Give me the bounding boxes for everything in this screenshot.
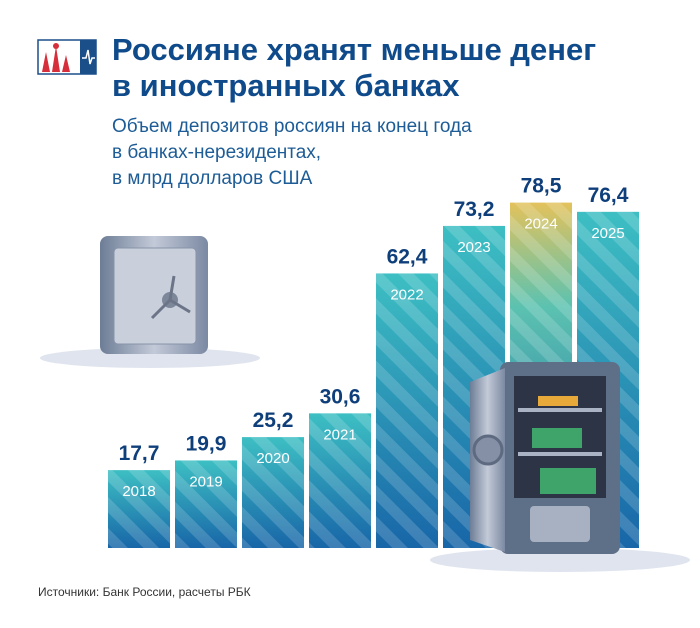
value-label: 78,5	[521, 175, 562, 198]
value-label: 73,2	[454, 198, 495, 221]
category-label: 2023	[457, 239, 490, 256]
value-label: 30,6	[320, 385, 361, 408]
logo	[37, 39, 97, 75]
value-label: 17,7	[119, 442, 160, 465]
source: Источники: Банк России, расчеты РБК	[38, 585, 251, 599]
chart-title: Россияне хранят меньше денег	[112, 32, 596, 67]
category-label: 2021	[323, 426, 356, 443]
category-label: 2019	[189, 473, 222, 490]
subtitle: в млрд долларов США	[112, 168, 313, 189]
category-label: 2018	[122, 483, 155, 500]
bar	[108, 470, 170, 548]
value-label: 19,9	[186, 432, 227, 455]
category-label: 2020	[256, 450, 289, 467]
subtitle: Объем депозитов россиян на конец года	[112, 116, 472, 137]
open-safe	[430, 362, 690, 572]
chart-title: в иностранных банках	[112, 68, 460, 103]
value-label: 62,4	[387, 245, 428, 268]
category-label: 2024	[524, 216, 557, 233]
category-label: 2022	[390, 286, 423, 303]
value-label: 76,4	[588, 184, 629, 207]
closed-safe	[40, 236, 260, 368]
bar	[376, 273, 438, 548]
subtitle: в банках-нерезидентах,	[112, 142, 321, 163]
value-label: 25,2	[253, 409, 294, 432]
category-label: 2025	[591, 225, 624, 242]
